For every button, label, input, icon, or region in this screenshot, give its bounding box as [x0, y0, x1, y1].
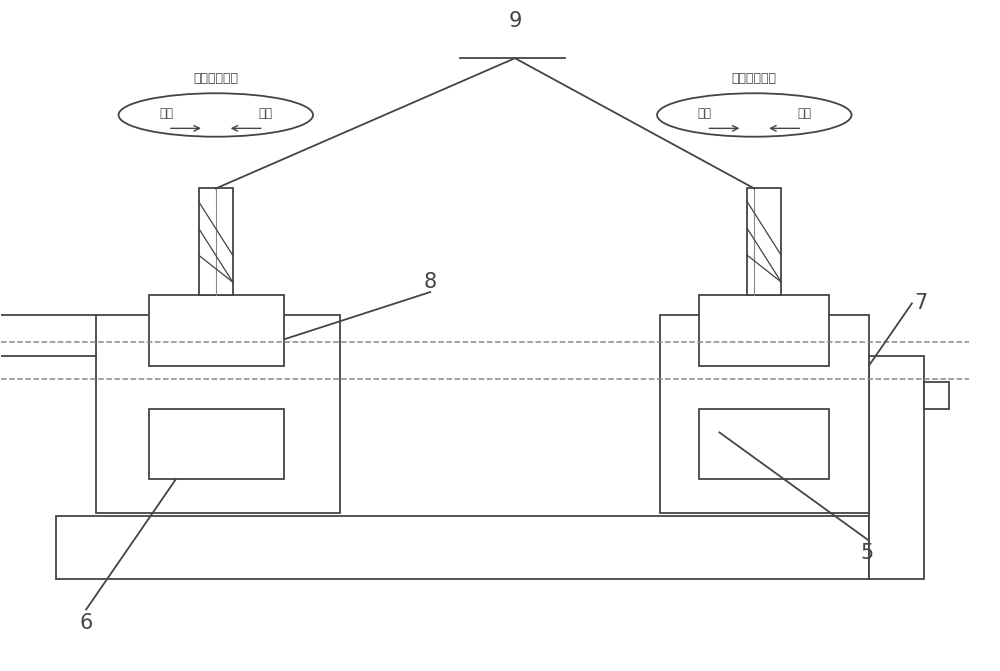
- Bar: [149, 295, 284, 366]
- Bar: [199, 189, 233, 295]
- Bar: [56, 516, 869, 579]
- Bar: [96, 315, 340, 513]
- Text: 夹紧: 夹紧: [697, 107, 711, 120]
- Bar: [869, 356, 924, 579]
- Text: 气缸旋转方向: 气缸旋转方向: [732, 72, 777, 85]
- Text: 7: 7: [914, 293, 927, 313]
- Text: 气缸旋转方向: 气缸旋转方向: [193, 72, 238, 85]
- Text: 6: 6: [79, 613, 93, 633]
- Text: 9: 9: [508, 11, 522, 32]
- Bar: [924, 382, 949, 409]
- Ellipse shape: [119, 93, 313, 137]
- Bar: [747, 189, 781, 295]
- Bar: [699, 409, 829, 479]
- Text: 松开: 松开: [259, 107, 273, 120]
- Text: 夹紧: 夹紧: [159, 107, 173, 120]
- Bar: [699, 295, 829, 366]
- Text: 8: 8: [424, 272, 437, 292]
- Ellipse shape: [657, 93, 852, 137]
- Bar: [660, 315, 869, 513]
- Bar: [149, 409, 284, 479]
- Text: 松开: 松开: [797, 107, 811, 120]
- Text: 5: 5: [860, 543, 874, 563]
